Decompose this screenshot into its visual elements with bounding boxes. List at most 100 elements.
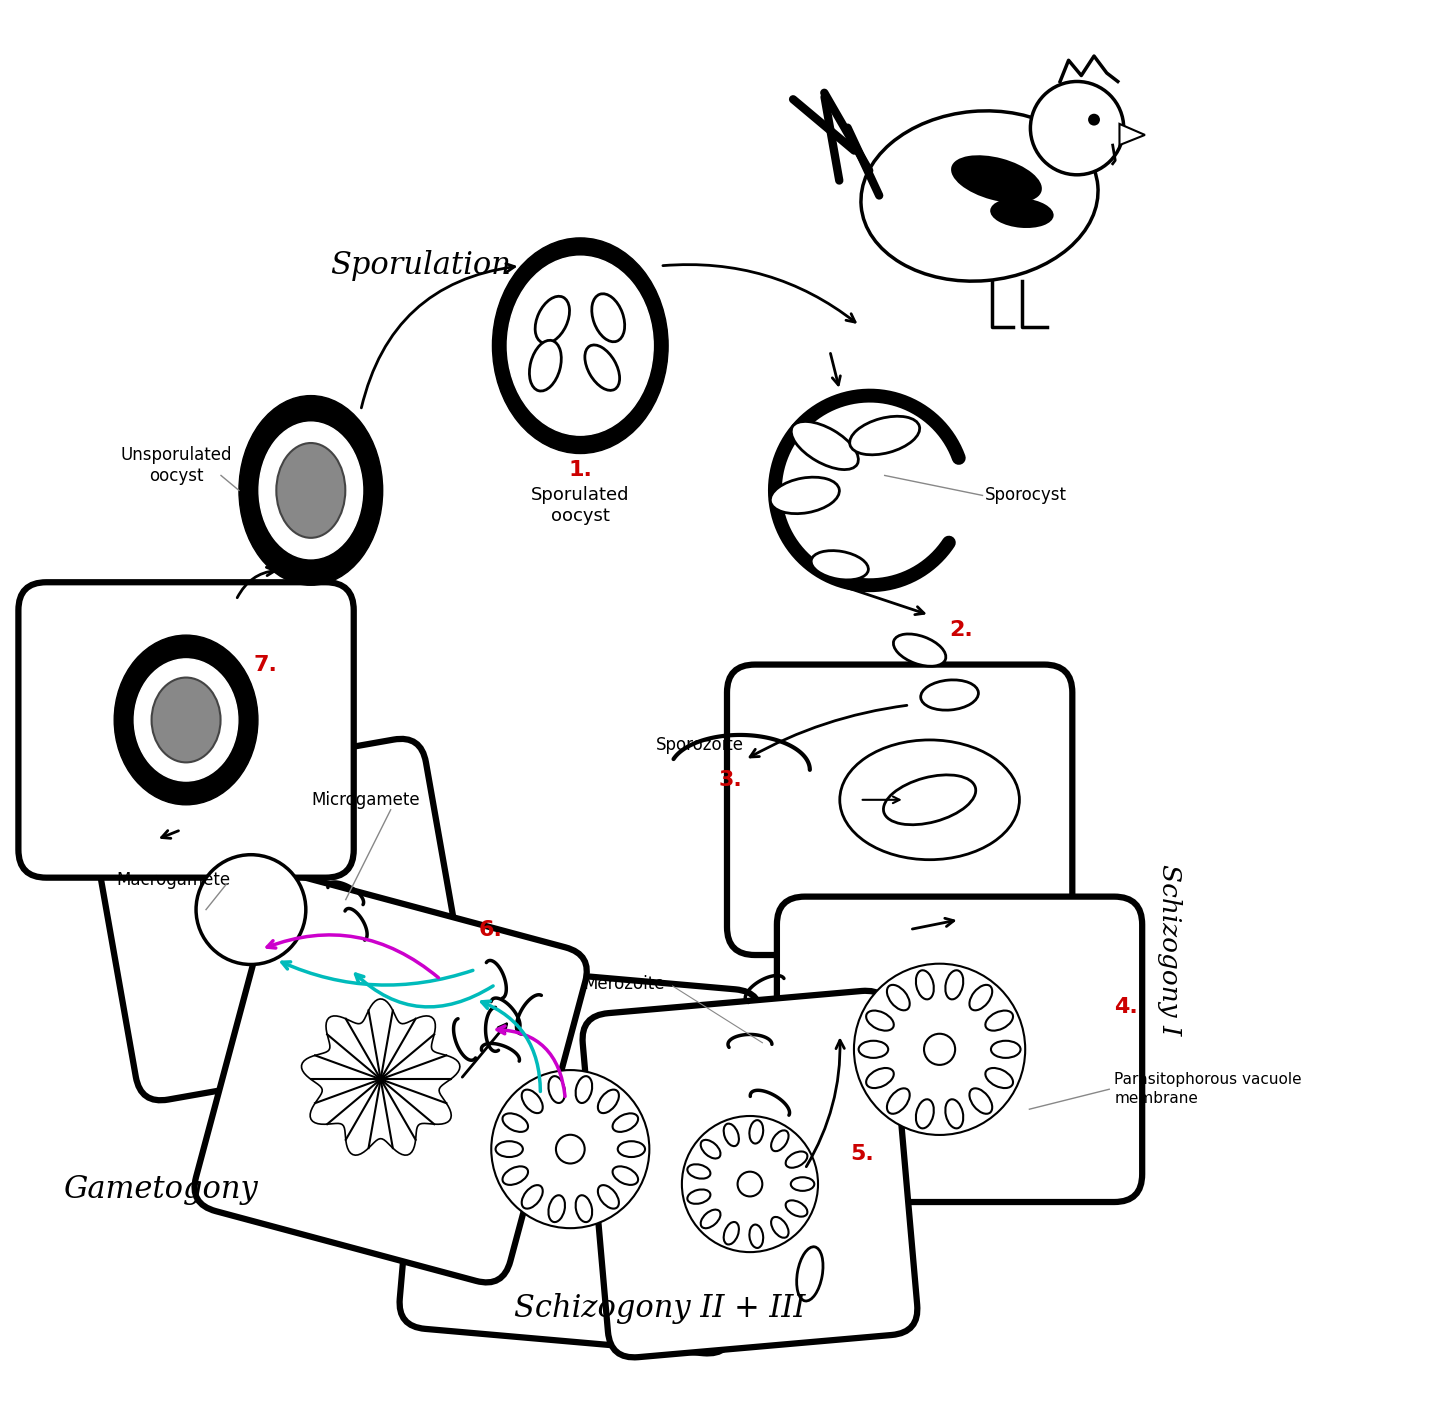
Ellipse shape [887,984,909,1011]
Ellipse shape [503,1166,528,1184]
Ellipse shape [597,1186,619,1208]
Text: Sporulated
oocyst: Sporulated oocyst [531,486,629,525]
Ellipse shape [592,293,625,341]
Circle shape [492,1070,650,1228]
Ellipse shape [916,1100,934,1128]
Ellipse shape [535,296,570,343]
Ellipse shape [548,1196,566,1222]
Ellipse shape [522,1090,542,1112]
Ellipse shape [990,1041,1021,1058]
Circle shape [196,854,306,964]
Ellipse shape [529,340,561,391]
Ellipse shape [700,1139,721,1159]
Ellipse shape [970,984,992,1011]
Ellipse shape [921,680,979,711]
Ellipse shape [152,678,220,763]
Ellipse shape [260,422,362,558]
Text: Microgamete: Microgamete [312,791,420,809]
Ellipse shape [135,658,238,781]
Ellipse shape [792,422,858,470]
Ellipse shape [771,1131,789,1151]
FancyBboxPatch shape [19,582,354,877]
Ellipse shape [770,477,840,513]
Ellipse shape [612,1166,638,1184]
Ellipse shape [496,1141,523,1158]
Ellipse shape [239,396,383,585]
Text: Schizogony II + III: Schizogony II + III [515,1293,806,1324]
Text: Parasitophorous vacuole
membrane: Parasitophorous vacuole membrane [1114,1073,1302,1105]
Text: 5.: 5. [850,1144,873,1165]
Ellipse shape [866,1067,893,1089]
Ellipse shape [986,1011,1014,1031]
Text: Merozoite: Merozoite [583,976,666,994]
Ellipse shape [493,238,668,454]
Ellipse shape [576,1196,592,1222]
Ellipse shape [771,1217,789,1238]
Circle shape [854,963,1025,1135]
Ellipse shape [945,1100,963,1128]
Ellipse shape [786,1200,808,1217]
Text: Macrogamete: Macrogamete [116,870,231,888]
Text: 3.: 3. [718,770,742,790]
Ellipse shape [990,197,1054,228]
Circle shape [555,1135,584,1163]
Ellipse shape [750,1224,763,1248]
Text: Sporulation: Sporulation [331,251,510,282]
Ellipse shape [861,111,1098,281]
Ellipse shape [858,1041,889,1058]
Ellipse shape [612,1114,638,1132]
Ellipse shape [548,1076,566,1103]
Ellipse shape [618,1141,645,1158]
Ellipse shape [576,1076,592,1103]
Ellipse shape [277,443,345,537]
Ellipse shape [866,1011,893,1031]
Ellipse shape [887,1089,909,1114]
Ellipse shape [507,257,652,436]
Circle shape [1088,114,1101,125]
Text: Gametogony: Gametogony [64,1173,258,1204]
Circle shape [1031,82,1124,175]
Text: Sporocyst: Sporocyst [985,486,1067,505]
Ellipse shape [786,1152,808,1167]
FancyBboxPatch shape [583,991,918,1358]
Ellipse shape [951,155,1043,203]
FancyBboxPatch shape [777,897,1143,1201]
Ellipse shape [796,1246,824,1301]
Ellipse shape [811,551,869,580]
Ellipse shape [115,634,258,805]
Ellipse shape [883,776,976,825]
Polygon shape [1119,124,1146,145]
FancyBboxPatch shape [194,876,587,1283]
Ellipse shape [790,1177,815,1191]
Ellipse shape [503,1114,528,1132]
Text: Schizogony I: Schizogony I [1157,864,1182,1035]
Text: 6.: 6. [478,919,502,939]
Ellipse shape [893,634,945,667]
Circle shape [738,1172,763,1197]
FancyBboxPatch shape [726,664,1073,955]
Ellipse shape [840,740,1019,860]
FancyBboxPatch shape [90,739,471,1100]
Text: 7.: 7. [254,656,278,675]
Ellipse shape [687,1190,710,1204]
Ellipse shape [724,1124,740,1146]
Ellipse shape [945,970,963,1000]
Circle shape [924,1034,956,1065]
Ellipse shape [522,1186,542,1208]
Ellipse shape [724,1222,740,1245]
Ellipse shape [750,1120,763,1144]
Text: Sporozoite: Sporozoite [655,736,744,754]
Ellipse shape [687,1165,710,1179]
Ellipse shape [597,1090,619,1112]
Ellipse shape [850,416,919,455]
Text: 1.: 1. [568,461,592,481]
Text: 2.: 2. [950,620,973,640]
FancyBboxPatch shape [400,964,761,1354]
Ellipse shape [584,345,619,391]
Text: Unsporulated
oocyst: Unsporulated oocyst [120,446,232,485]
Ellipse shape [986,1067,1014,1089]
Circle shape [682,1115,818,1252]
Text: 4.: 4. [1114,997,1138,1018]
Ellipse shape [916,970,934,1000]
Ellipse shape [700,1210,721,1228]
